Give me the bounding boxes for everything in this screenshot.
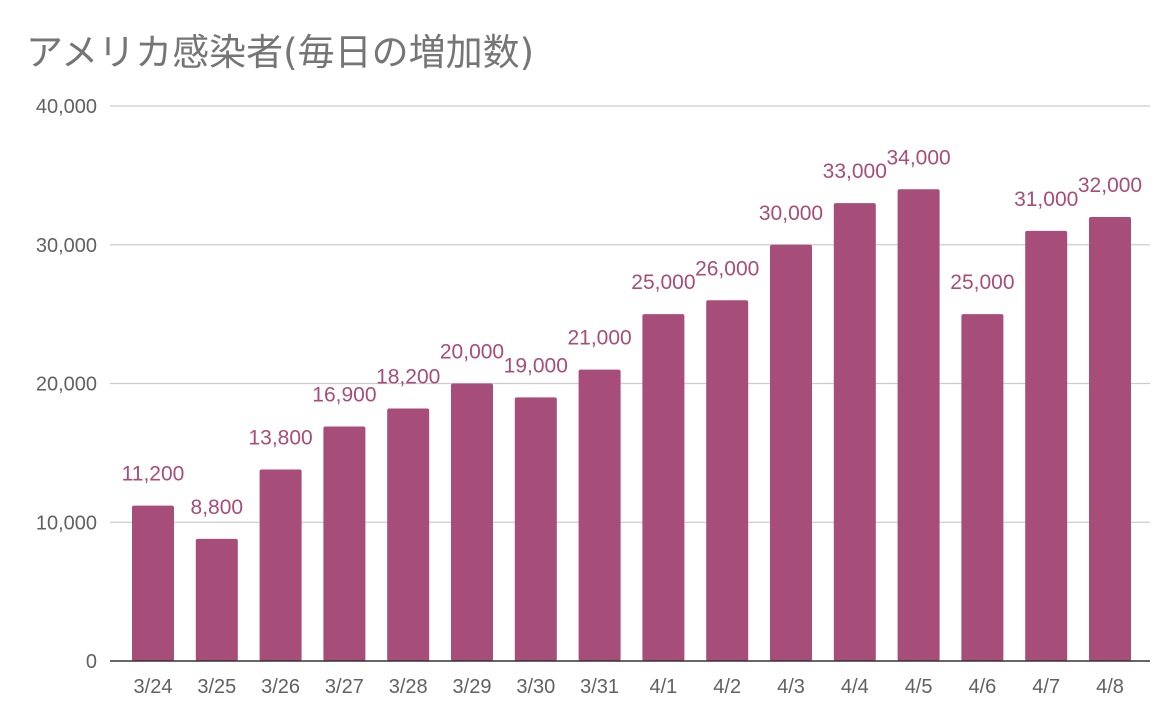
y-axis-ticks: 0 10,000 20,000 30,000 40,000 — [36, 96, 97, 673]
x-tick-label: 3/27 — [325, 676, 364, 698]
y-tick-label: 40,000 — [36, 96, 97, 118]
bar — [578, 369, 621, 661]
x-tick-label: 3/28 — [389, 676, 428, 698]
x-tick-label: 4/1 — [649, 676, 677, 698]
x-tick-label: 3/31 — [580, 676, 619, 698]
bar — [195, 538, 238, 661]
chart-title: アメリカ感染者(毎日の増加数) — [26, 31, 535, 74]
data-label: 30,000 — [759, 202, 823, 225]
bar — [833, 203, 876, 661]
bar — [323, 426, 366, 661]
bar — [897, 189, 940, 661]
bar — [514, 397, 557, 661]
data-label: 34,000 — [886, 146, 950, 169]
bar — [259, 469, 302, 661]
bar — [387, 408, 430, 661]
x-tick-label: 3/25 — [197, 676, 236, 698]
x-tick-label: 3/30 — [516, 676, 555, 698]
bar — [132, 505, 174, 661]
data-label: 20,000 — [440, 341, 504, 364]
data-label: 18,200 — [376, 365, 440, 388]
data-label: 32,000 — [1078, 174, 1142, 197]
x-tick-label: 3/24 — [134, 676, 173, 698]
bar — [451, 383, 493, 661]
x-tick-label: 3/26 — [261, 676, 300, 698]
x-axis-ticks: 3/24 3/25 3/26 3/27 3/28 3/29 3/30 3/31 4/1 4/2 4/… — [134, 676, 1124, 698]
y-tick-label: 20,000 — [36, 374, 97, 396]
data-label: 26,000 — [695, 257, 759, 280]
data-label: 16,900 — [312, 384, 376, 407]
data-label: 25,000 — [631, 271, 695, 294]
x-tick-label: 3/29 — [453, 676, 492, 698]
y-tick-label: 10,000 — [36, 512, 97, 534]
y-tick-label: 0 — [86, 651, 97, 673]
data-labels: 11,200 8,800 13,80016,90018,20020,00019,00… — [122, 146, 1142, 519]
y-tick-label: 30,000 — [36, 235, 97, 257]
bar — [642, 314, 685, 661]
bar — [1025, 230, 1068, 661]
x-tick-label: 4/8 — [1096, 676, 1124, 698]
x-tick-label: 4/2 — [713, 676, 741, 698]
x-tick-label: 4/7 — [1032, 676, 1060, 698]
bar — [706, 300, 749, 661]
data-label: 33,000 — [823, 160, 887, 183]
bars — [132, 189, 1131, 661]
data-label: 13,800 — [248, 427, 312, 450]
data-label: 25,000 — [950, 271, 1014, 294]
x-tick-label: 4/5 — [905, 676, 933, 698]
bar — [1089, 217, 1131, 661]
x-tick-label: 4/6 — [968, 676, 996, 698]
x-tick-label: 4/3 — [777, 676, 805, 698]
x-tick-label: 4/4 — [841, 676, 869, 698]
data-label: 21,000 — [567, 327, 631, 350]
bar — [770, 244, 812, 661]
data-label: 31,000 — [1014, 188, 1078, 211]
data-label: 11,200 — [122, 463, 185, 486]
data-label: 8,800 — [191, 496, 244, 519]
data-label: 19,000 — [504, 354, 568, 377]
bar — [961, 314, 1004, 661]
